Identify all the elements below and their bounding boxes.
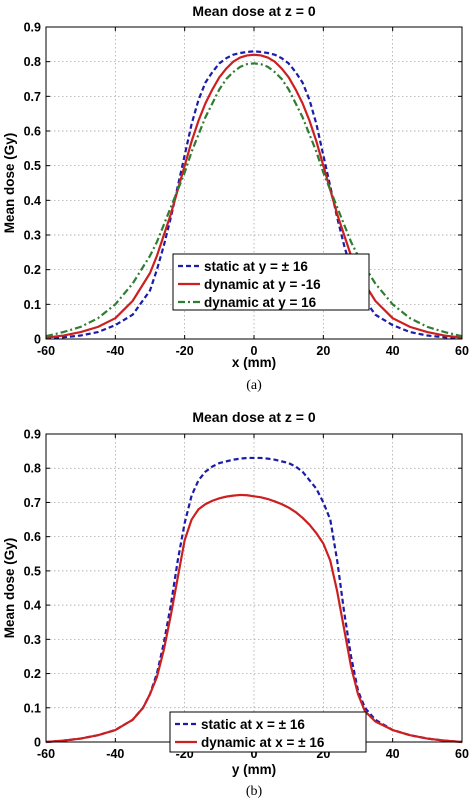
- legend-box: [169, 711, 367, 753]
- legend: static at y = ± 16 dynamic at y = -16 dyna…: [172, 253, 370, 311]
- y-tick-label: 0.4: [24, 599, 41, 613]
- x-tick-label: -20: [176, 344, 194, 358]
- x-tick-label: 60: [455, 344, 469, 358]
- y-tick-label: 0.4: [24, 194, 41, 208]
- x-tick-label: -60: [37, 747, 55, 761]
- y-axis-label: Mean dose (Gy): [2, 538, 17, 639]
- chart-panel-a: -60 -40 -20 0 20 40 60 0 0.1 0.2 0.3 0.4 0.5 0.6 0.7 0.…: [2, 3, 469, 393]
- y-tick-label: 0.3: [24, 633, 41, 647]
- legend-label: dynamic at y = -16: [204, 277, 321, 292]
- y-tick-label: 0.2: [24, 263, 41, 277]
- y-tick-label: 0.1: [24, 701, 41, 715]
- y-tick-label: 0.6: [24, 125, 41, 139]
- y-tick-label: 0.3: [24, 229, 41, 243]
- chart-title: Mean dose at z = 0: [192, 3, 316, 19]
- legend: static at x = ± 16 dynamic at x = ± 16: [169, 711, 367, 753]
- x-tick-label: 40: [386, 747, 400, 761]
- y-tick-label: 0.2: [24, 667, 41, 681]
- series-line-3: [45, 62, 463, 338]
- y-tick-label: 0.9: [24, 21, 41, 35]
- x-tick-label: -40: [106, 747, 124, 761]
- legend-box: [172, 253, 370, 311]
- chart-panel-b: -60 -40 -20 0 20 40 6000.10.20.30.40.50.60.70.…: [2, 409, 469, 799]
- x-tick-label: 0: [251, 344, 258, 358]
- y-tick-label: 0.1: [24, 298, 41, 312]
- y-tick-label: 0: [34, 333, 41, 347]
- legend-label: dynamic at y = 16: [204, 295, 317, 310]
- x-axis-label: x (mm): [232, 355, 276, 370]
- y-tick-label: 0: [34, 736, 41, 750]
- y-tick-label: 0.5: [24, 564, 41, 578]
- y-tick-label: 0.7: [24, 90, 41, 104]
- x-tick-label: -40: [106, 344, 124, 358]
- x-tick-label: 60: [455, 747, 469, 761]
- plot-area: [46, 434, 462, 742]
- chart-title: Mean dose at z = 0: [192, 409, 316, 425]
- y-tick-label: 0.7: [24, 496, 41, 510]
- y-tick-label: 0.8: [24, 462, 41, 476]
- legend-label: dynamic at x = ± 16: [201, 735, 325, 750]
- x-axis-label: y (mm): [232, 762, 276, 777]
- y-tick-label: 0.8: [24, 55, 41, 69]
- x-tick-label: 0: [251, 747, 258, 761]
- y-tick-label: 0.9: [24, 428, 41, 442]
- legend-label: static at y = ± 16: [204, 259, 308, 274]
- x-tick-label: 40: [386, 344, 400, 358]
- x-tick-label: 20: [316, 344, 330, 358]
- y-tick-label: 0.5: [24, 159, 41, 173]
- panel-caption: (b): [246, 784, 263, 799]
- x-tick-label: -60: [37, 344, 55, 358]
- legend-label: static at x = ± 16: [201, 717, 305, 732]
- panel-caption: (a): [246, 378, 262, 393]
- series-line-2: [45, 493, 463, 744]
- y-axis-label: Mean dose (Gy): [2, 133, 17, 234]
- y-tick-label: 0.6: [24, 530, 41, 544]
